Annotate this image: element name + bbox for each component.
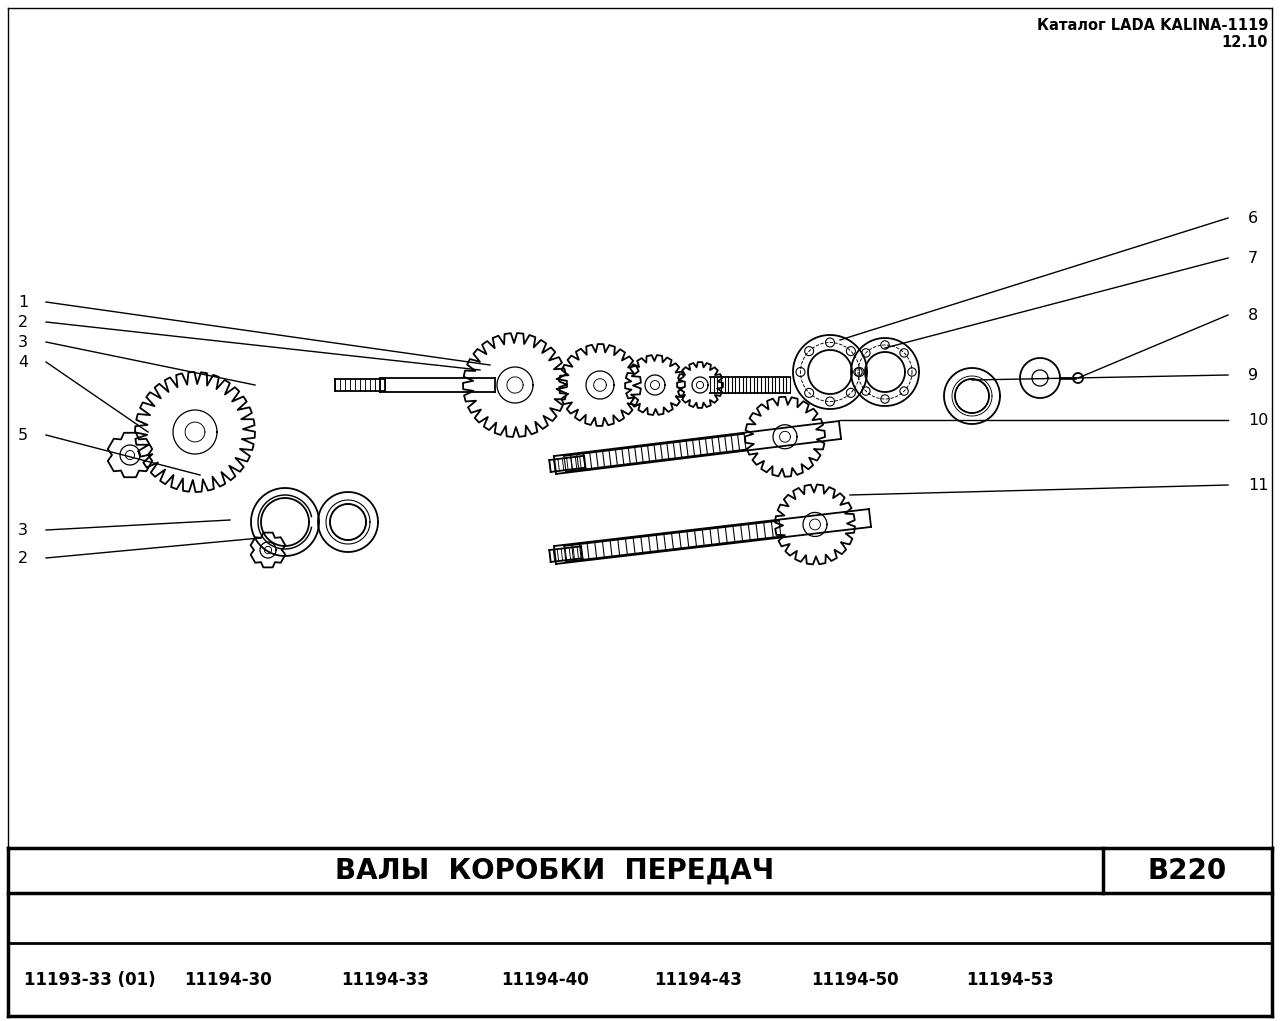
Text: 11194-30: 11194-30	[184, 971, 271, 988]
Text: 11194-43: 11194-43	[654, 971, 742, 988]
Text: 5: 5	[18, 428, 28, 442]
Text: 3: 3	[18, 523, 28, 537]
Text: 4: 4	[18, 354, 28, 370]
Text: 10: 10	[1248, 412, 1268, 428]
Text: 11: 11	[1248, 478, 1268, 492]
Text: 2: 2	[18, 550, 28, 566]
Text: 1: 1	[18, 294, 28, 309]
Text: 11194-53: 11194-53	[966, 971, 1053, 988]
Text: 11193-33 (01): 11193-33 (01)	[24, 971, 156, 988]
Text: 11194-50: 11194-50	[812, 971, 899, 988]
Text: 11194-33: 11194-33	[340, 971, 429, 988]
Text: 7: 7	[1248, 250, 1258, 265]
Text: Каталог LADA KALINA-1119: Каталог LADA KALINA-1119	[1037, 18, 1268, 33]
Text: 2: 2	[18, 314, 28, 330]
Text: В220: В220	[1147, 857, 1226, 884]
Text: 6: 6	[1248, 210, 1258, 226]
Text: 8: 8	[1248, 307, 1258, 323]
Text: ВАЛЫ  КОРОБКИ  ПЕРЕДАЧ: ВАЛЫ КОРОБКИ ПЕРЕДАЧ	[335, 857, 774, 884]
Text: 3: 3	[18, 335, 28, 349]
Text: 9: 9	[1248, 368, 1258, 383]
Text: 12.10: 12.10	[1221, 35, 1268, 50]
Text: 11194-40: 11194-40	[502, 971, 589, 988]
